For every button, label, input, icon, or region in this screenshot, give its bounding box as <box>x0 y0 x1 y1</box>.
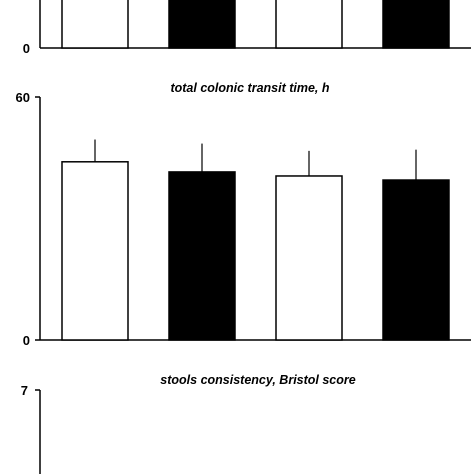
panel-stool: stools consistency, Bristol score 7 <box>21 373 356 474</box>
panel-transit-bar-3 <box>275 175 343 341</box>
panel-transit-ytick-0: 0 <box>23 333 30 348</box>
panel-transit-bar-4 <box>382 179 450 341</box>
panel-transit-bar-1 <box>61 161 129 341</box>
panel-stool-ytick-7: 7 <box>21 383 28 398</box>
panel-top-bar-2 <box>168 0 236 49</box>
panel-stool-title: stools consistency, Bristol score <box>160 373 355 387</box>
panel-transit-ytick-60: 60 <box>16 90 30 105</box>
panel-top-bar-1 <box>61 0 129 49</box>
panel-transit-bars <box>61 139 450 341</box>
panel-top-bar-3 <box>275 0 343 49</box>
panel-transit-bar-2 <box>168 171 236 341</box>
panel-top: 0 <box>23 0 471 56</box>
panel-top-bars <box>61 0 450 49</box>
panel-top-bar-4 <box>382 0 450 49</box>
panel-transit: total colonic transit time, h 0 60 <box>16 81 471 348</box>
panel-top-ytick-0: 0 <box>23 41 30 56</box>
panel-transit-title: total colonic transit time, h <box>170 81 329 95</box>
